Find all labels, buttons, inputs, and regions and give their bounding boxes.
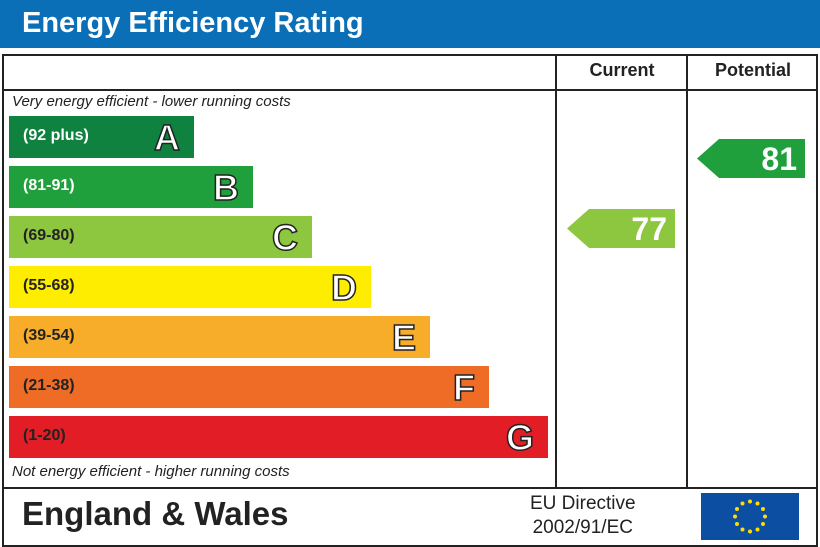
top-note: Very energy efficient - lower running co… — [12, 93, 291, 110]
potential-rating-arrow: 81 — [697, 139, 805, 178]
band-range: (55-68) — [23, 277, 75, 294]
star-icon — [735, 522, 740, 526]
band-letter: D — [330, 266, 358, 309]
band-range: (69-80) — [23, 227, 75, 244]
band-range: (1-20) — [23, 427, 66, 444]
star-icon — [763, 514, 767, 519]
band-bar-g: (1-20) G — [9, 416, 548, 459]
divider — [2, 487, 818, 489]
eu-flag-icon — [701, 493, 799, 540]
star-icon — [760, 522, 765, 526]
band-letter: C — [271, 216, 299, 259]
band-range: (39-54) — [23, 327, 75, 344]
band-bar-c: (69-80) C — [9, 216, 312, 259]
eu-directive: EU Directive 2002/91/EC — [530, 492, 636, 540]
current-rating-value: 77 — [631, 211, 667, 247]
band-range: (81-91) — [23, 177, 75, 194]
star-icon — [760, 507, 765, 511]
band-letter: G — [505, 416, 535, 459]
band-bar-e: (39-54) E — [9, 316, 430, 359]
rating-frame — [2, 54, 818, 547]
directive-line2: 2002/91/EC — [532, 517, 633, 538]
current-column-header: Current — [589, 60, 655, 80]
divider — [555, 54, 557, 488]
band-letter: A — [153, 116, 181, 159]
star-icon — [733, 514, 737, 519]
star-icon — [748, 499, 752, 504]
star-icon — [748, 529, 752, 534]
band-letter: F — [452, 366, 476, 409]
potential-column-header: Potential — [714, 60, 791, 80]
potential-rating-value: 81 — [761, 141, 797, 177]
band-range: (21-38) — [23, 377, 75, 394]
bottom-note: Not energy efficient - higher running co… — [12, 463, 290, 480]
band-bar-d: (55-68) D — [9, 266, 371, 309]
band-range: (92 plus) — [23, 127, 89, 144]
band-bar-b: (81-91) B — [9, 166, 253, 209]
star-icon — [740, 527, 745, 532]
region-label: England & Wales — [22, 495, 289, 532]
band-letter: B — [212, 166, 240, 209]
band-bar-f: (21-38) F — [9, 366, 489, 409]
star-icon — [755, 527, 760, 532]
band-bar-a: (92 plus) A — [9, 116, 194, 159]
divider — [686, 54, 688, 488]
current-rating-arrow: 77 — [567, 209, 675, 248]
directive-line1: EU Directive — [530, 493, 636, 514]
star-icon — [755, 501, 760, 506]
star-icon — [735, 507, 740, 511]
divider — [2, 89, 818, 91]
star-icon — [740, 501, 745, 506]
chart-title: Energy Efficiency Rating — [0, 0, 820, 48]
band-letter: E — [391, 316, 417, 359]
